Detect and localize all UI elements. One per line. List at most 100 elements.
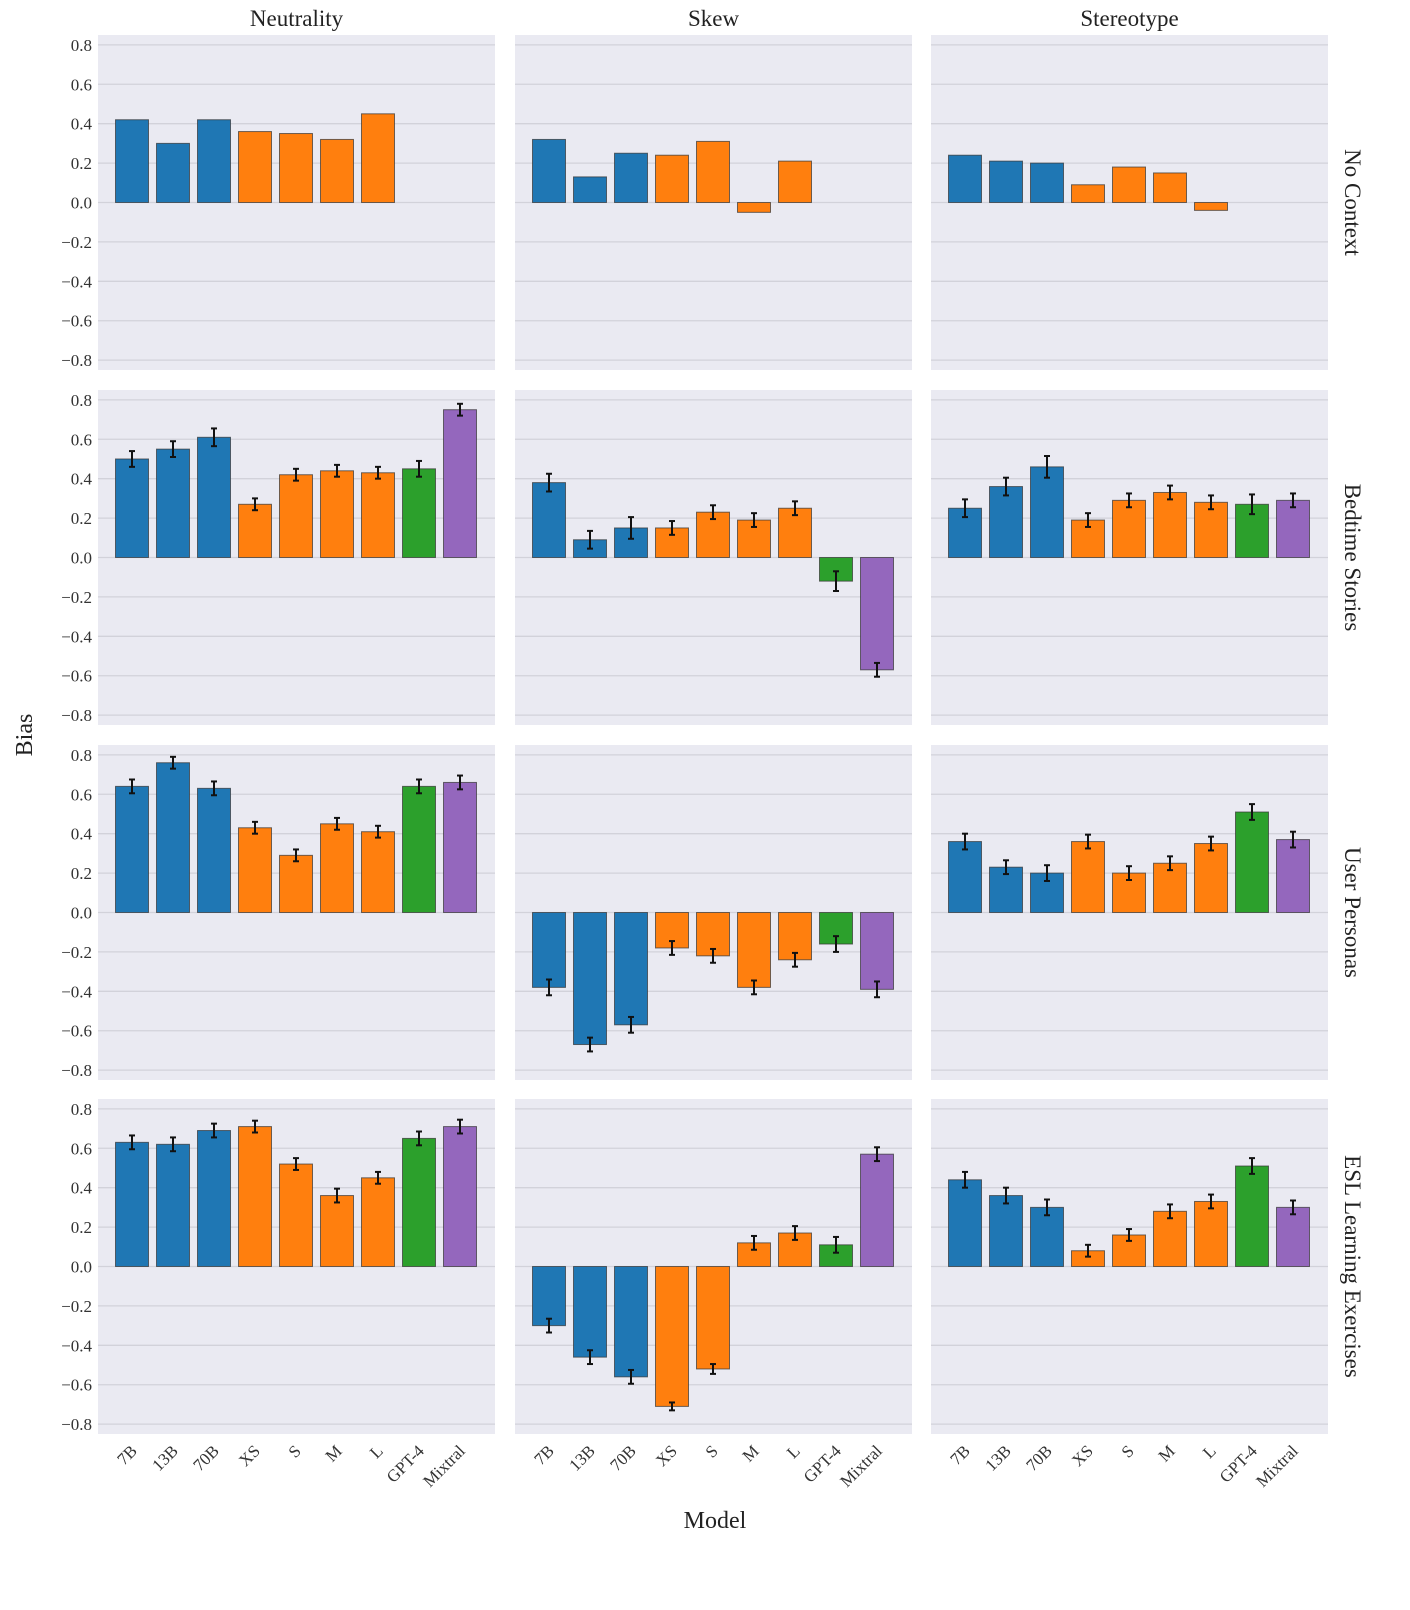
x-tick-label: Mixtral: [1252, 1441, 1302, 1491]
y-tick-label: −0.2: [61, 588, 92, 607]
bar-M: [1153, 172, 1187, 203]
y-tick-label: 0.8: [71, 746, 92, 765]
x-tick-label: Mixtral: [836, 1441, 886, 1491]
bar-XS: [1071, 841, 1105, 914]
y-tick-label: −0.2: [61, 943, 92, 962]
bar-70B: [614, 152, 648, 203]
y-tick-label: −0.4: [61, 627, 92, 646]
y-tick-label: 0.4: [71, 825, 93, 844]
y-tick-label: 0.8: [71, 36, 92, 55]
bar-XS: [655, 1266, 689, 1407]
bar-M: [320, 470, 354, 559]
bar-Mixtral: [1276, 839, 1310, 914]
y-tick-label: 0.2: [71, 154, 92, 173]
bar-7B: [948, 841, 982, 914]
y-tick-label: 0.4: [71, 115, 93, 134]
column-title: Stereotype: [1080, 6, 1178, 31]
bar-13B: [989, 486, 1023, 559]
y-tick-label: −0.8: [61, 1415, 92, 1434]
bar-S: [279, 1163, 313, 1268]
bar-XS: [238, 503, 272, 559]
bar-L: [1194, 843, 1228, 914]
bar-70B: [614, 1266, 648, 1378]
panel: [931, 390, 1328, 725]
bar-L: [361, 472, 395, 558]
y-tick-label: −0.2: [61, 233, 92, 252]
x-tick-label: M: [739, 1441, 763, 1465]
bar-S: [1112, 166, 1146, 204]
bar-M: [1153, 1210, 1187, 1267]
y-tick-label: −0.4: [61, 272, 92, 291]
y-tick-label: 0.2: [71, 1218, 92, 1237]
bar-13B: [989, 866, 1023, 913]
y-tick-label: 0.6: [71, 75, 92, 94]
bar-M: [320, 823, 354, 914]
y-tick-label: 0.2: [71, 864, 92, 883]
column-title: Skew: [688, 6, 740, 31]
y-tick-label: −0.8: [61, 351, 92, 370]
bar-7B: [948, 1179, 982, 1267]
bar-70B: [1030, 466, 1064, 558]
panel: [931, 745, 1328, 1080]
bar-70B: [197, 1130, 231, 1267]
panel: [515, 745, 912, 1080]
y-tick-label: 0.4: [71, 470, 93, 489]
bar-70B: [197, 436, 231, 559]
bar-13B: [573, 1266, 607, 1358]
x-tick-label: M: [322, 1441, 346, 1465]
bar-Mixtral: [860, 912, 894, 990]
panel: 0.8 0.6 0.4 0.2 0.0 −0.2 −0.4 −0.6 −0.8: [61, 35, 495, 370]
bar-7B: [115, 119, 149, 203]
bar-GPT-4: [1235, 1165, 1269, 1267]
x-axis-label: Model: [684, 1508, 747, 1534]
y-tick-label: −0.4: [61, 1336, 92, 1355]
x-tick-label: S: [702, 1441, 722, 1461]
x-tick-label: 70B: [189, 1441, 222, 1474]
bar-7B: [532, 138, 566, 203]
bar-7B: [532, 1266, 566, 1327]
y-tick-label: 0.0: [71, 549, 92, 568]
y-tick-label: 0.0: [71, 904, 92, 923]
row-title: Bedtime Stories: [1340, 484, 1365, 632]
bar-70B: [614, 912, 648, 1026]
panel: 0.8 0.6 0.4 0.2 0.0 −0.2 −0.4 −0.6 −0.8: [61, 390, 495, 725]
bar-70B: [1030, 162, 1064, 204]
y-tick-label: 0.0: [71, 1258, 92, 1277]
x-tick-label: 13B: [565, 1441, 598, 1474]
bar-M: [737, 912, 771, 988]
x-tick-label: L: [783, 1441, 804, 1462]
bar-XS: [238, 1126, 272, 1268]
bar-L: [361, 1177, 395, 1267]
x-tick-label: L: [1199, 1441, 1220, 1462]
row-title: User Personas: [1340, 847, 1365, 978]
bar-L: [1194, 202, 1228, 211]
bar-S: [1112, 499, 1146, 558]
bar-70B: [197, 119, 231, 203]
x-tick-label: S: [1118, 1441, 1138, 1461]
bar-Mixtral: [443, 781, 477, 913]
y-tick-label: −0.6: [61, 1376, 92, 1395]
y-tick-label: −0.2: [61, 1297, 92, 1316]
bar-XS: [238, 827, 272, 913]
bar-L: [361, 113, 395, 203]
bar-7B: [532, 482, 566, 558]
x-tick-label: XS: [1068, 1441, 1097, 1470]
y-tick-label: −0.8: [61, 1061, 92, 1080]
y-tick-label: 0.6: [71, 430, 92, 449]
x-tick-label: Mixtral: [419, 1441, 469, 1491]
bar-L: [1194, 1200, 1228, 1267]
bar-13B: [156, 142, 190, 203]
bar-7B: [948, 154, 982, 204]
panel: 0.8 0.6 0.4 0.2 0.0 −0.2 −0.4 −0.6 −0.8 7B 13B 70B X…: [61, 1099, 495, 1491]
y-tick-label: −0.8: [61, 706, 92, 725]
y-tick-label: −0.6: [61, 312, 92, 331]
row-title: ESL Learning Exercises: [1340, 1155, 1365, 1378]
bar-Mixtral: [1276, 499, 1310, 558]
x-tick-label: XS: [652, 1441, 681, 1470]
bar-GPT-4: [402, 468, 436, 558]
y-tick-label: −0.6: [61, 1022, 92, 1041]
bar-XS: [655, 154, 689, 204]
